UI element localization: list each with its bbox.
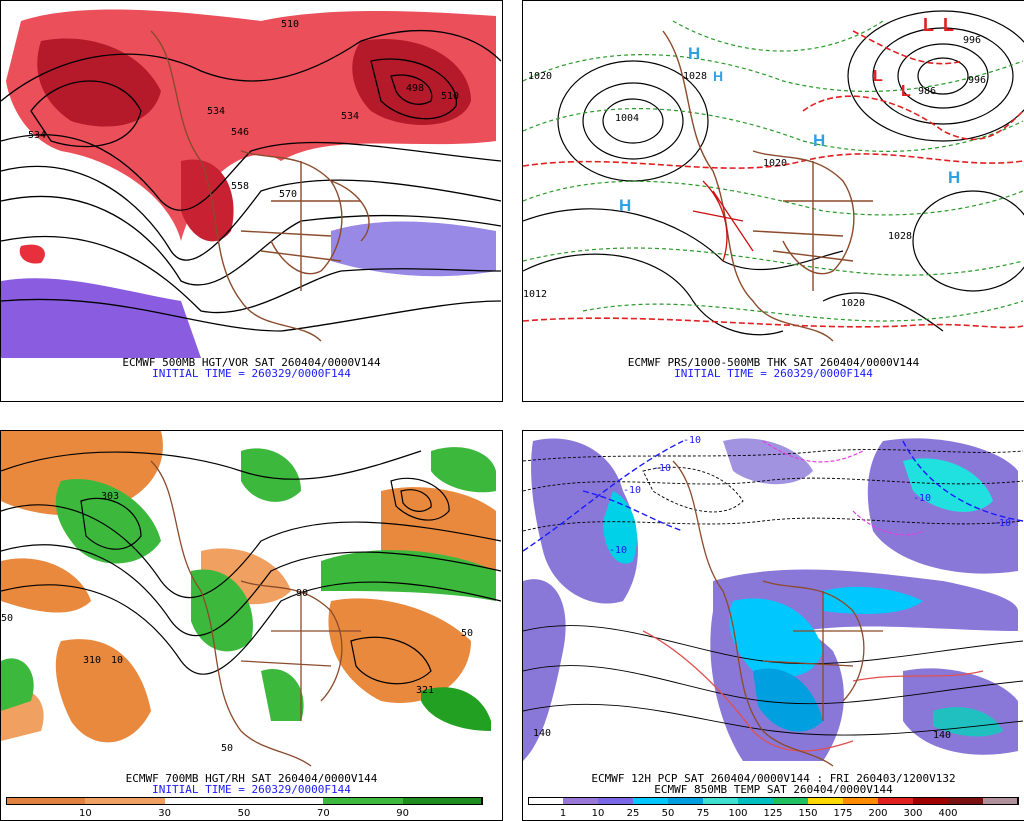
p4-temp-label: -10 <box>993 518 1011 529</box>
map-500mb-vorticity: 534 534 546 558 570 498 510 510 534 <box>1 1 502 358</box>
colorbar-frame <box>6 797 482 805</box>
p2-isobar-label: 1004 <box>615 113 639 124</box>
p2-isobar-label: 986 <box>918 86 936 97</box>
map-pressure-thickness: H H H H H L L L L 1020 1028 1004 1020 99… <box>523 1 1024 358</box>
p4-subtitle: ECMWF 850MB TEMP SAT 260404/0000V144 <box>654 783 893 796</box>
colorbar-label: 150 <box>798 808 818 819</box>
p1-initial-time: INITIAL TIME = 260329/0000F144 <box>152 367 351 380</box>
p1-contour-label: 498 <box>406 83 424 94</box>
p4-temp-label: -10 <box>623 485 641 496</box>
map-precipitation-temperature: -10 -10 -10 -10 -10 -10 140 140 <box>523 431 1024 773</box>
low-pressure-symbol: L <box>901 83 911 100</box>
low-pressure-symbol: L <box>923 15 934 35</box>
p1-contour-label: 558 <box>231 181 249 192</box>
panel-prs-thickness: H H H H H L L L L 1020 1028 1004 1020 99… <box>522 0 1024 402</box>
p2-isobar-label: 1020 <box>763 158 787 169</box>
p2-title: ECMWF PRS/1000-500MB THK SAT 260404/0000… <box>627 356 920 369</box>
colorbar-label: 10 <box>591 808 605 819</box>
precipitation-colorbar: 1 10 25 50 75 100 125 150 175 200 300 400 <box>528 797 1019 819</box>
p1-contour-label: 570 <box>279 189 297 200</box>
p2-isobar-label: 996 <box>963 35 981 46</box>
colorbar-label: 75 <box>696 808 710 819</box>
colorbar-swatch <box>402 797 483 805</box>
colorbar-label: 125 <box>763 808 783 819</box>
p3-rh-label: 50 <box>1 613 13 624</box>
colorbar-label: 300 <box>903 808 923 819</box>
p4-temp-label: -10 <box>653 463 671 474</box>
p2-isobar-label: 1020 <box>841 298 865 309</box>
p3-contour-label: 303 <box>101 491 119 502</box>
p3-contour-label: 310 <box>83 655 101 666</box>
colorbar-label: 50 <box>661 808 675 819</box>
p4-title: ECMWF 12H PCP SAT 260404/0000V144 : FRI … <box>591 772 956 785</box>
p2-isobar-label: 1012 <box>523 289 547 300</box>
p1-contour-label: 534 <box>28 130 46 141</box>
high-pressure-symbol: H <box>688 44 700 63</box>
p4-temp-label: -10 <box>683 435 701 446</box>
p4-temp-label: -10 <box>913 493 931 504</box>
colorbar-label: 200 <box>868 808 888 819</box>
p1-contour-label: 534 <box>207 106 225 117</box>
p3-rh-label: 50 <box>221 743 233 754</box>
panel-700mb-hgt-rh: 303 310 321 10 90 50 50 50 ECMWF 700MB H… <box>0 430 503 821</box>
p3-initial-time: INITIAL TIME = 260329/0000F144 <box>152 783 351 796</box>
map-700mb-humidity: 303 310 321 10 90 50 50 50 <box>1 431 502 773</box>
p1-contour-label: 534 <box>341 111 359 122</box>
panel-500mb-hgt-vor: 534 534 546 558 570 498 510 510 534 ECMW… <box>0 0 503 402</box>
p3-contour-label: 321 <box>416 685 434 696</box>
p1-contour-label: 510 <box>281 19 299 30</box>
low-pressure-symbol: L <box>873 68 883 85</box>
rh-colorbar: 10 30 50 70 90 <box>6 797 483 819</box>
p3-title: ECMWF 700MB HGT/RH SAT 260404/0000V144 <box>125 772 378 785</box>
colorbar-swatch <box>983 797 1019 805</box>
colorbar-label: 400 <box>938 808 958 819</box>
p2-isobar-label: 1020 <box>528 71 552 82</box>
colorbar-label: 25 <box>626 808 640 819</box>
p4-label: 140 <box>533 728 551 739</box>
p2-initial-time: INITIAL TIME = 260329/0000F144 <box>674 367 873 380</box>
p4-label: 140 <box>933 730 951 741</box>
colorbar-label: 175 <box>833 808 853 819</box>
p1-contour-label: 546 <box>231 127 249 138</box>
p1-contour-label: 510 <box>441 91 459 102</box>
colorbar-label: 50 <box>237 808 251 819</box>
p1-title: ECMWF 500MB HGT/VOR SAT 260404/0000V144 <box>122 356 381 369</box>
colorbar-label: 90 <box>396 808 410 819</box>
p4-temp-label: -10 <box>609 545 627 556</box>
high-pressure-symbol: H <box>619 196 631 215</box>
colorbar-label: 100 <box>728 808 748 819</box>
colorbar-label: 70 <box>316 808 330 819</box>
low-pressure-symbol: L <box>943 15 954 35</box>
p3-rh-label: 10 <box>111 655 123 666</box>
p2-isobar-label: 1028 <box>888 231 912 242</box>
high-pressure-symbol: H <box>713 68 723 84</box>
colorbar-label: 1 <box>559 808 567 819</box>
p3-rh-label: 50 <box>461 628 473 639</box>
p3-rh-label: 90 <box>296 588 308 599</box>
high-pressure-symbol: H <box>948 168 960 187</box>
colorbar-label: 10 <box>78 808 92 819</box>
p2-isobar-label: 996 <box>968 75 986 86</box>
panel-pcp-850mb-temp: -10 -10 -10 -10 -10 -10 140 140 ECMWF 12… <box>522 430 1024 821</box>
p2-isobar-label: 1028 <box>683 71 707 82</box>
high-pressure-symbol: H <box>813 131 825 150</box>
colorbar-frame <box>528 797 1018 805</box>
colorbar-label: 30 <box>158 808 172 819</box>
